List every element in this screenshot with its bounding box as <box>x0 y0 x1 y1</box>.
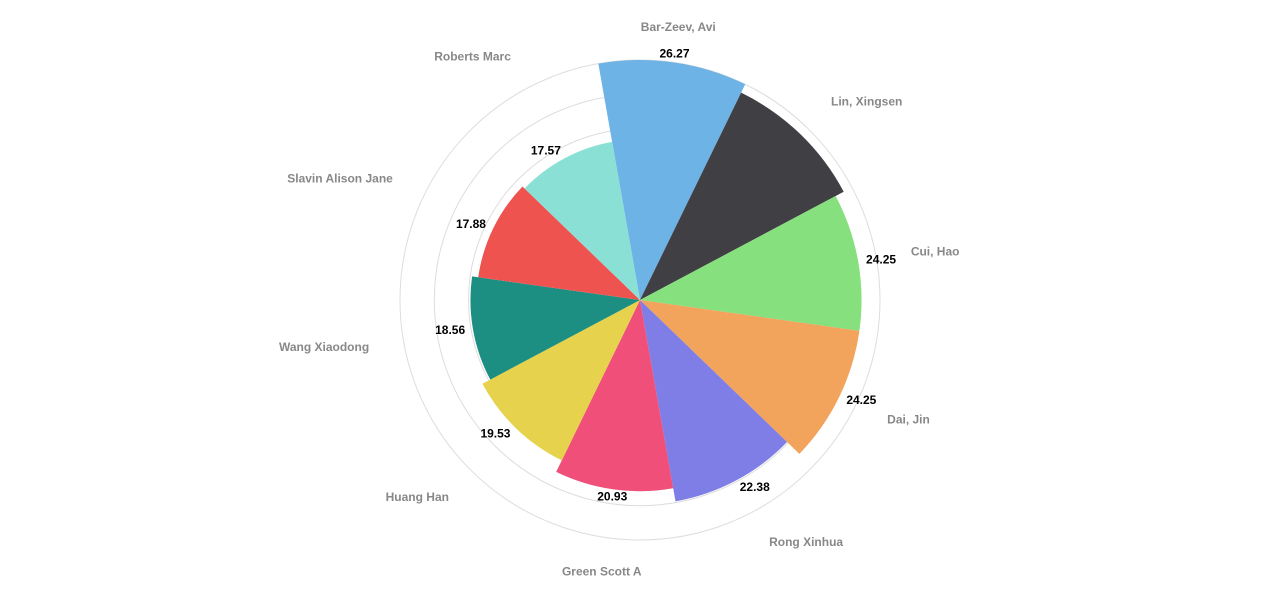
slice-value: 20.93 <box>597 489 627 503</box>
slice-value: 18.56 <box>435 323 465 337</box>
slice-value: 22.38 <box>740 480 770 494</box>
slice-value: 26.27 <box>659 47 689 61</box>
slice-value: 19.53 <box>480 426 510 440</box>
slice-label: Wang Xiaodong <box>279 340 369 354</box>
slice-label: Slavin Alison Jane <box>287 172 393 186</box>
slice-value: 17.57 <box>531 143 561 157</box>
slice-label: Cui, Hao <box>911 244 960 258</box>
slice-value: 17.88 <box>456 217 486 231</box>
polar-rose-chart: Bar-Zeev, Avi 26.27 Lin, Xingsen Cui, Hao 24… <box>0 0 1280 600</box>
slice-label: Green Scott A <box>562 564 642 578</box>
slice-label: Roberts Marc <box>434 49 511 63</box>
slice-label: Rong Xinhua <box>769 535 843 549</box>
slice-label: Huang Han <box>386 490 449 504</box>
slice-label: Bar-Zeev, Avi <box>641 20 716 34</box>
slice-value: 24.25 <box>866 252 896 266</box>
slice-label: Dai, Jin <box>887 413 930 427</box>
slice-value: 24.25 <box>846 393 876 407</box>
slice-label: Lin, Xingsen <box>831 94 902 108</box>
